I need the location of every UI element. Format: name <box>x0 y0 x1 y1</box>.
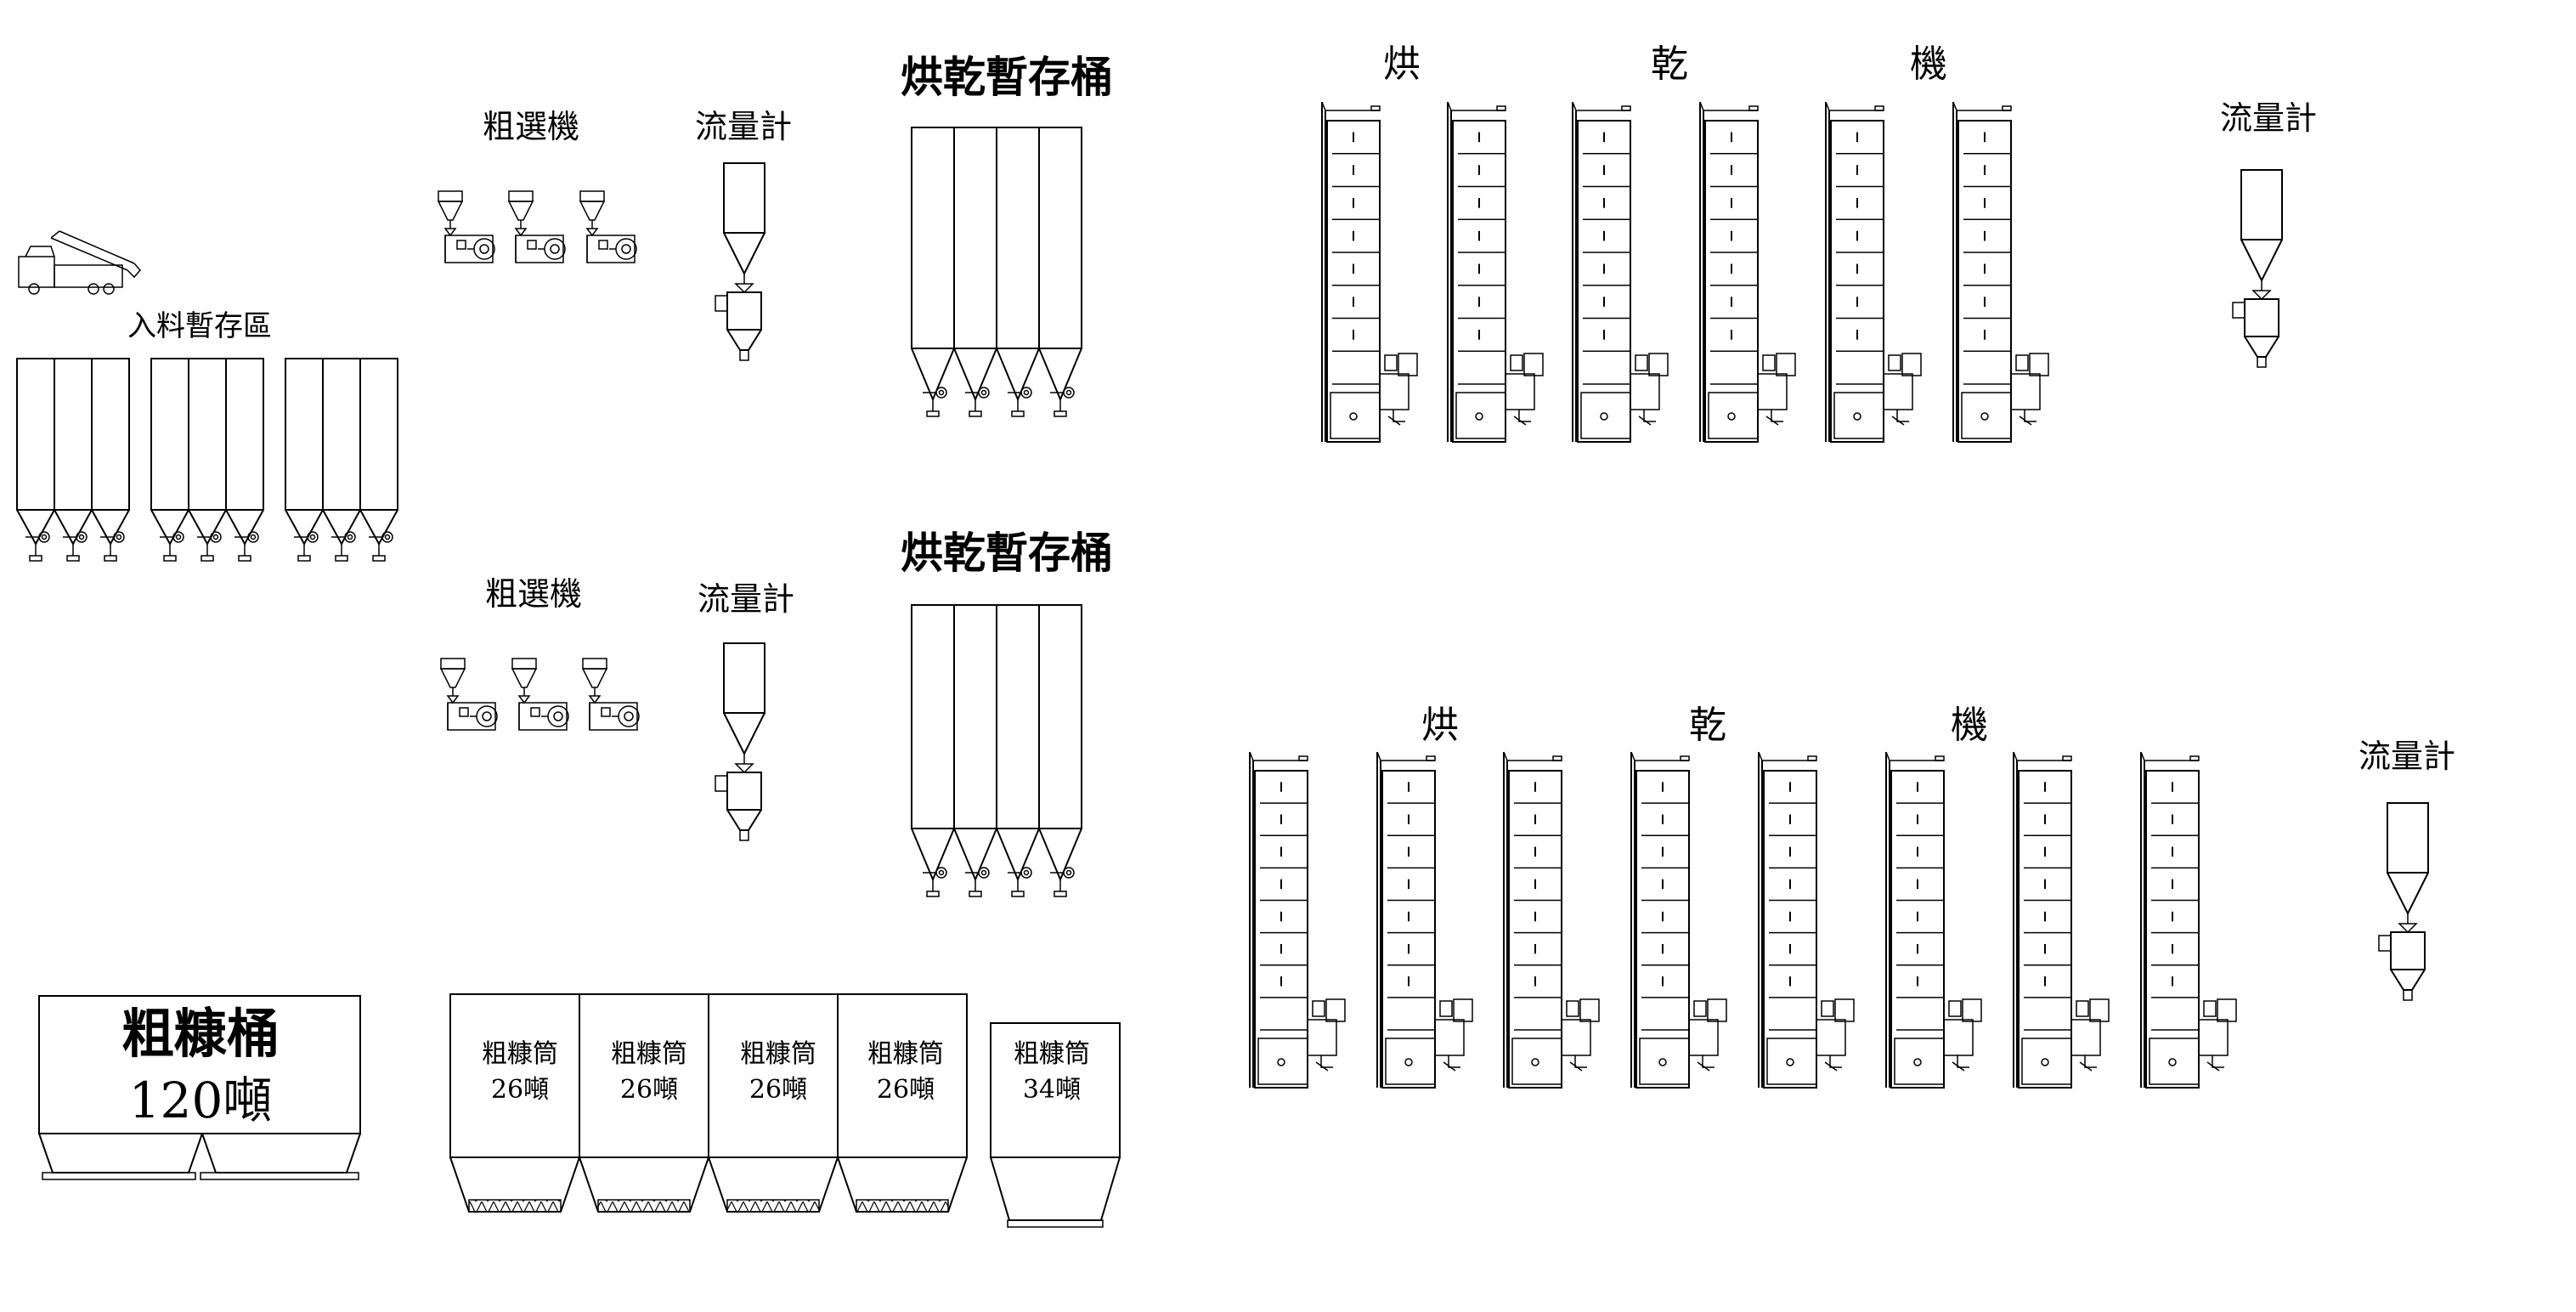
brown-rice-silo-5 <box>990 1022 1121 1228</box>
intake-area-label: 入料暫存區 <box>127 309 272 343</box>
dryer-2-4 <box>1630 751 1727 1089</box>
coarse-sorter-2-label: 粗選機 <box>485 575 582 613</box>
coarse-sorter-1-1 <box>437 190 495 263</box>
labels: 入料暫存區 粗選機 流量計 烘乾暫存桶 烘 乾 機 流量計 粗選機 流量計 烘乾… <box>121 42 2455 1129</box>
dryer-1-1 <box>1321 101 1418 443</box>
brown-rice-bin-capacity: 120噸 <box>129 1072 273 1129</box>
dryer-1-char1: 烘 <box>1383 42 1421 86</box>
truck-icon <box>18 230 141 295</box>
intake-bin-group-2 <box>150 358 264 562</box>
silo-3-name: 粗糠筒 <box>740 1039 816 1069</box>
dryer-2-8 <box>2140 751 2237 1089</box>
dryers <box>1249 101 2237 1089</box>
flow-meters <box>715 162 2429 1001</box>
dryer-2-2 <box>1376 751 1473 1089</box>
dryer-2-char1: 烘 <box>1421 704 1459 747</box>
coarse-sorter-2-2 <box>511 658 569 731</box>
silo-5-name: 粗糠筒 <box>1014 1039 1090 1069</box>
dryer-2-7 <box>2013 751 2110 1089</box>
silo-2-name: 粗糠筒 <box>611 1039 687 1069</box>
dryer-1-4 <box>1699 101 1796 443</box>
brown-rice-silo-4 <box>837 993 968 1213</box>
flow-meter-3 <box>715 642 765 841</box>
drying-bin-2-label: 烘乾暫存桶 <box>901 528 1113 578</box>
dryer-2-3 <box>1503 751 1600 1089</box>
dryer-2-1 <box>1249 751 1346 1089</box>
drying-bin-group-1 <box>911 127 1082 417</box>
brown-rice-bin <box>38 995 361 1180</box>
flow-meter-1 <box>715 162 765 361</box>
intake-bin-group-1 <box>16 358 130 562</box>
drying-bins <box>911 127 1082 897</box>
flow-meter-4 <box>2378 802 2429 1001</box>
dryer-2-char2: 乾 <box>1689 704 1726 747</box>
dryer-1-char3: 機 <box>1910 42 1947 86</box>
drying-bin-1-label: 烘乾暫存桶 <box>901 52 1113 102</box>
coarse-sorter-1-2 <box>507 190 566 263</box>
intake-bins <box>16 358 398 562</box>
flow-meter-2-label: 流量計 <box>2220 99 2317 137</box>
dryer-1-5 <box>1825 101 1922 443</box>
drying-bin-group-2 <box>911 604 1082 897</box>
flow-meter-4-label: 流量計 <box>2359 738 2455 775</box>
silo-1-name: 粗糠筒 <box>482 1039 558 1069</box>
dryer-2-6 <box>1885 751 1982 1089</box>
coarse-sorter-2-1 <box>439 658 498 731</box>
silo-3-capacity: 26噸 <box>749 1075 807 1105</box>
intake-bin-group-3 <box>285 358 398 562</box>
coarse-sorter-1-3 <box>579 190 637 263</box>
dryer-2-char3: 機 <box>1951 704 1988 747</box>
dryer-1-6 <box>1952 101 2049 443</box>
coarse-sorters <box>437 190 640 731</box>
coarse-sorter-1-label: 粗選機 <box>483 108 579 145</box>
silo-2-capacity: 26噸 <box>620 1075 678 1105</box>
dryer-1-3 <box>1572 101 1669 443</box>
dryer-1-2 <box>1447 101 1544 443</box>
silo-4-name: 粗糠筒 <box>867 1039 944 1069</box>
dryer-2-5 <box>1758 751 1855 1089</box>
dryer-1-char2: 乾 <box>1651 42 1688 86</box>
flow-meter-2 <box>2232 169 2283 368</box>
silo-1-capacity: 26噸 <box>491 1075 549 1105</box>
brown-rice-bin-title: 粗糠桶 <box>121 1003 280 1065</box>
brown-rice-silos <box>449 993 1121 1228</box>
brown-rice-silo-2 <box>579 993 709 1213</box>
silo-5-capacity: 34噸 <box>1023 1075 1081 1105</box>
flow-meter-3-label: 流量計 <box>698 580 794 618</box>
silo-4-capacity: 26噸 <box>877 1075 935 1105</box>
flow-meter-1-label: 流量計 <box>695 108 792 145</box>
coarse-sorter-2-3 <box>581 658 640 731</box>
